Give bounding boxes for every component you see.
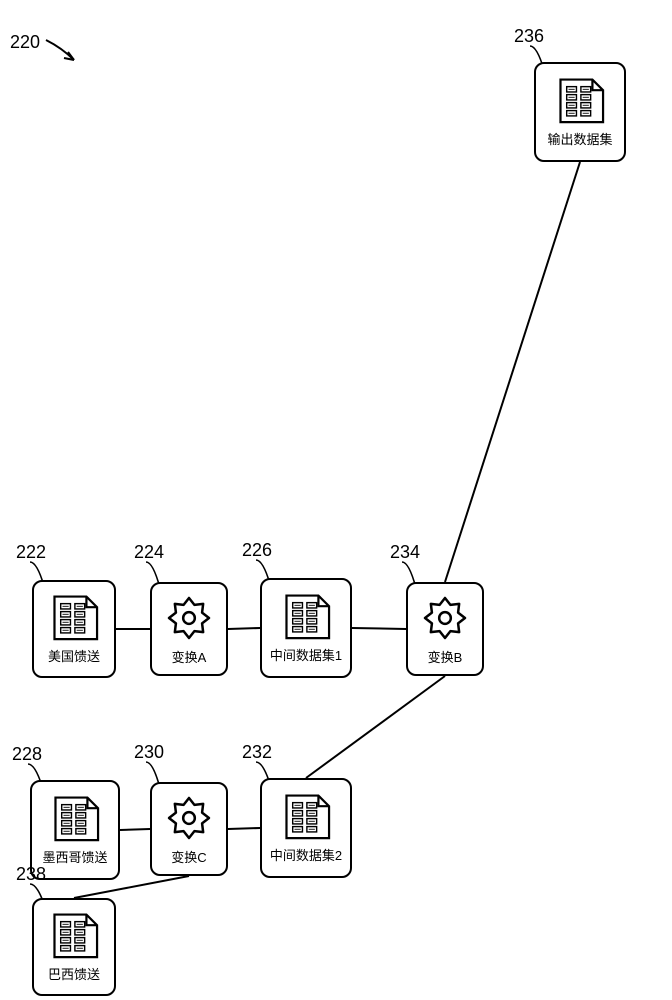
gear-icon	[420, 593, 470, 643]
node-label-n228: 墨西哥馈送	[42, 847, 107, 866]
node-label-n232: 中间数据集2	[270, 845, 342, 864]
ref-230: 230	[134, 742, 164, 763]
node-n230: 变换C	[150, 782, 228, 876]
node-n234: 变换B	[406, 582, 484, 676]
ref-226: 226	[242, 540, 272, 561]
document-icon	[279, 592, 333, 642]
ref-238: 238	[16, 864, 46, 885]
node-label-n234: 变换B	[428, 647, 463, 666]
node-n236: 输出数据集	[534, 62, 626, 162]
document-icon	[279, 792, 333, 842]
figure-ref-arrow	[44, 38, 84, 64]
document-icon	[553, 76, 607, 126]
ref-228: 228	[12, 744, 42, 765]
figure-ref: 220	[10, 32, 40, 53]
node-label-n236: 输出数据集	[547, 129, 612, 148]
document-icon	[48, 794, 102, 844]
node-n238: 巴西馈送	[32, 898, 116, 996]
gear-icon	[164, 593, 214, 643]
ref-232: 232	[242, 742, 272, 763]
node-label-n222: 美国馈送	[48, 646, 100, 665]
node-label-n230: 变换C	[171, 847, 206, 866]
gear-icon	[164, 793, 214, 843]
node-n232: 中间数据集2	[260, 778, 352, 878]
node-label-n238: 巴西馈送	[48, 964, 100, 983]
ref-222: 222	[16, 542, 46, 563]
ref-236: 236	[514, 26, 544, 47]
node-label-n224: 变换A	[172, 647, 207, 666]
document-icon	[47, 593, 101, 643]
document-icon	[47, 911, 101, 961]
node-label-n226: 中间数据集1	[270, 645, 342, 664]
node-n224: 变换A	[150, 582, 228, 676]
figure-ref-text: 220	[10, 32, 40, 52]
ref-234: 234	[390, 542, 420, 563]
ref-224: 224	[134, 542, 164, 563]
node-n226: 中间数据集1	[260, 578, 352, 678]
node-n222: 美国馈送	[32, 580, 116, 678]
